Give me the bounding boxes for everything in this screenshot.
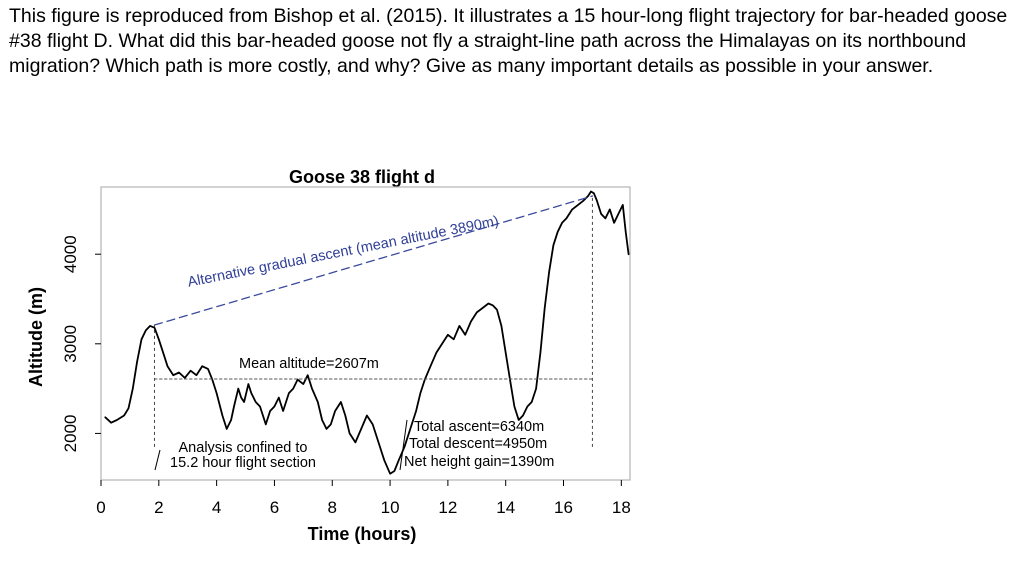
x-tick-label: 8	[328, 498, 337, 517]
x-tick-label: 16	[554, 498, 573, 517]
x-tick-label: 2	[154, 498, 163, 517]
net-gain-annotation: Net height gain=1390m	[404, 454, 554, 470]
plot-frame	[100, 186, 631, 481]
mean-altitude-annotation: Mean altitude=2607m	[239, 356, 379, 372]
x-tick-label: 6	[270, 498, 279, 517]
y-axis-label: Altitude (m)	[26, 287, 46, 387]
x-tick-label: 4	[212, 498, 221, 517]
x-tick-label: 0	[96, 498, 105, 517]
x-tick-label: 10	[381, 498, 400, 517]
altitude-trace-line	[104, 190, 630, 475]
y-axis: 2000 3000 4000	[61, 235, 101, 452]
total-ascent-annotation: Total ascent=6340m	[414, 419, 544, 435]
y-tick-label: 4000	[61, 235, 80, 273]
x-axis-label: Time (hours)	[308, 524, 417, 544]
analysis-bracket	[154, 449, 161, 471]
series-layer	[104, 190, 630, 475]
total-descent-annotation: Total descent=4950m	[409, 436, 547, 452]
analysis-annotation-line2: 15.2 hour flight section	[170, 455, 316, 471]
x-tick-label: 14	[496, 498, 515, 517]
chart-title: Goose 38 flight d	[289, 167, 435, 187]
totals-bracket	[399, 419, 408, 471]
x-tick-label: 12	[438, 498, 457, 517]
x-axis: 0 2 4 6 8 10 12 14 16 18	[96, 480, 631, 517]
altitude-chart: Goose 38 flight d 0 2 4 6 8 10 12 14 16 18 2000 30…	[26, 167, 631, 544]
y-tick-label: 2000	[61, 414, 80, 452]
analysis-annotation-line1: Analysis confined to	[179, 440, 308, 456]
alternative-ascent-line	[153, 195, 594, 326]
ascent-annotation: Alternative gradual ascent (mean altitud…	[186, 213, 500, 290]
y-tick-label: 3000	[61, 325, 80, 363]
question-text: This figure is reproduced from Bishop et…	[9, 5, 1008, 77]
x-tick-label: 18	[612, 498, 631, 517]
